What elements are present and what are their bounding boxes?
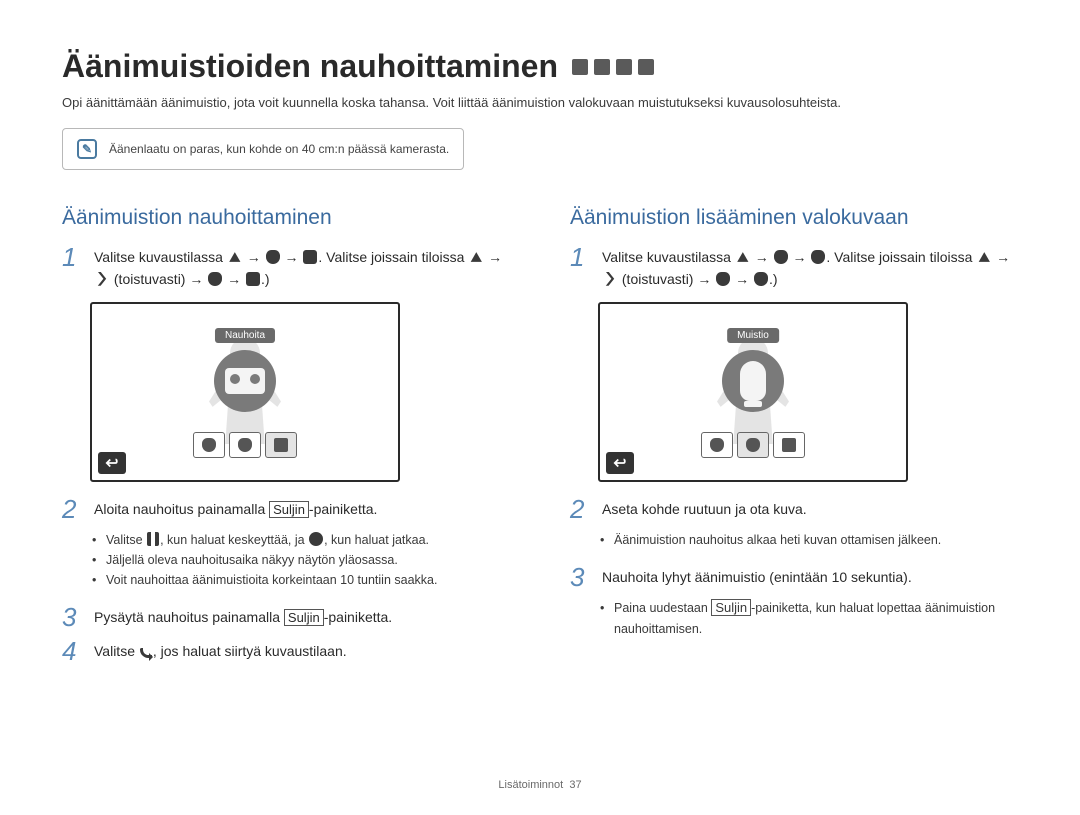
- t: .): [769, 271, 778, 287]
- t: , kun haluat jatkaa.: [324, 533, 429, 547]
- step-number: 1: [62, 244, 84, 270]
- page-title: Äänimuistioiden nauhoittaminen: [62, 48, 1018, 85]
- bullet: Paina uudestaan Suljin-painiketta, kun h…: [600, 598, 1018, 639]
- t: . Valitse joissain tiloissa: [826, 249, 976, 265]
- t: Valitse kuvaustilassa: [602, 249, 735, 265]
- t: Valitse: [106, 533, 146, 547]
- note-icon: ✎: [77, 139, 97, 159]
- intro-text: Opi äänittämään äänimuistio, jota voit k…: [62, 95, 1018, 110]
- right-bullets-2: Äänimuistion nauhoitus alkaa heti kuvan …: [600, 530, 1018, 550]
- tape-icon: [303, 250, 317, 264]
- option-voice[interactable]: [229, 432, 261, 458]
- step-number: 3: [570, 564, 592, 590]
- right-bullets-3: Paina uudestaan Suljin-painiketta, kun h…: [600, 598, 1018, 639]
- option-voice-off[interactable]: [701, 432, 733, 458]
- t: Valitse: [94, 643, 139, 659]
- left-section-title: Äänimuistion nauhoittaminen: [62, 206, 510, 230]
- left-bullets: Valitse , kun haluat keskeyttää, ja , ku…: [92, 530, 510, 590]
- step-number: 3: [62, 604, 84, 630]
- mode-icon: [616, 59, 632, 75]
- t: . Valitse joissain tiloissa: [318, 249, 468, 265]
- note-box: ✎ Äänenlaatu on paras, kun kohde on 40 c…: [62, 128, 464, 170]
- t: (toistuvasti): [110, 271, 189, 287]
- t: Valitse kuvaustilassa: [94, 249, 227, 265]
- shutter-key: Suljin: [269, 501, 309, 518]
- t: .): [261, 271, 270, 287]
- step-text: Pysäytä nauhoitus painamalla Suljin-pain…: [94, 604, 392, 629]
- t: , jos haluat siirtyä kuvaustilaan.: [153, 643, 347, 659]
- triangle-up-icon: [469, 250, 483, 264]
- title-text: Äänimuistioiden nauhoittaminen: [62, 48, 558, 85]
- t: Aloita nauhoitus painamalla: [94, 501, 269, 517]
- record-dot-icon: [309, 532, 323, 546]
- bullet: Äänimuistion nauhoitus alkaa heti kuvan …: [600, 530, 1018, 550]
- footer-section: Lisätoiminnot: [498, 779, 563, 791]
- option-voice-selected[interactable]: [737, 432, 769, 458]
- right-section-title: Äänimuistion lisääminen valokuvaan: [570, 206, 1018, 230]
- t: (toistuvasti): [618, 271, 697, 287]
- mode-icons-row: [572, 59, 654, 75]
- step-text: Valitse kuvaustilassa → → . Valitse jois…: [94, 244, 510, 290]
- step-text: Nauhoita lyhyt äänimuistio (enintään 10 …: [602, 564, 912, 589]
- option-buttons: [701, 432, 805, 458]
- option-tape-selected[interactable]: [265, 432, 297, 458]
- microphone-icon: [754, 272, 768, 286]
- triangle-up-icon: [228, 250, 242, 264]
- voice-off-icon: [774, 250, 788, 264]
- chevron-right-icon: [603, 272, 617, 286]
- step-text: Aseta kohde ruutuun ja ota kuva.: [602, 496, 807, 521]
- left-column: Äänimuistion nauhoittaminen 1 Valitse ku…: [62, 206, 510, 672]
- t: -painiketta.: [324, 609, 392, 625]
- microphone-badge-icon: [722, 350, 784, 412]
- triangle-up-icon: [736, 250, 750, 264]
- voice-off-icon: [266, 250, 280, 264]
- lcd-preview-record: Nauhoita: [90, 302, 400, 482]
- right-column: Äänimuistion lisääminen valokuvaan 1 Val…: [570, 206, 1018, 672]
- pause-icon: [147, 532, 159, 546]
- step-number: 2: [62, 496, 84, 522]
- page-footer: Lisätoiminnot 37: [0, 779, 1080, 791]
- back-button[interactable]: [98, 452, 126, 474]
- back-button[interactable]: [606, 452, 634, 474]
- lcd-preview-memo: Muistio: [598, 302, 908, 482]
- step-number: 1: [570, 244, 592, 270]
- t: -painiketta.: [309, 501, 377, 517]
- bullet: Valitse , kun haluat keskeyttää, ja , ku…: [92, 530, 510, 550]
- option-voice-off[interactable]: [193, 432, 225, 458]
- mode-icon: [572, 59, 588, 75]
- shutter-key: Suljin: [284, 609, 324, 626]
- note-text: Äänenlaatu on paras, kun kohde on 40 cm:…: [109, 142, 449, 156]
- shutter-key: Suljin: [711, 599, 751, 616]
- option-buttons: [193, 432, 297, 458]
- t: , kun haluat keskeyttää, ja: [160, 533, 308, 547]
- step-text: Valitse , jos haluat siirtyä kuvaustilaa…: [94, 638, 347, 663]
- mode-icon: [638, 59, 654, 75]
- mode-icon: [594, 59, 610, 75]
- step-text: Aloita nauhoitus painamalla Suljin-paini…: [94, 496, 377, 521]
- option-tape[interactable]: [773, 432, 805, 458]
- t: Pysäytä nauhoitus painamalla: [94, 609, 284, 625]
- record-label: Nauhoita: [215, 328, 275, 343]
- tape-icon: [246, 272, 260, 286]
- bullet: Voit nauhoittaa äänimuistioita korkeinta…: [92, 570, 510, 590]
- microphone-icon: [811, 250, 825, 264]
- step-text: Valitse kuvaustilassa → → . Valitse jois…: [602, 244, 1018, 290]
- back-arrow-icon: [140, 648, 152, 658]
- tape-badge-icon: [214, 350, 276, 412]
- chevron-right-icon: [95, 272, 109, 286]
- bullet: Jäljellä oleva nauhoitusaika näkyy näytö…: [92, 550, 510, 570]
- memo-label: Muistio: [727, 328, 779, 343]
- step-number: 4: [62, 638, 84, 664]
- t: Paina uudestaan: [614, 601, 711, 615]
- triangle-up-icon: [977, 250, 991, 264]
- voice-off-icon: [208, 272, 222, 286]
- voice-off-icon: [716, 272, 730, 286]
- step-number: 2: [570, 496, 592, 522]
- footer-page: 37: [569, 779, 581, 791]
